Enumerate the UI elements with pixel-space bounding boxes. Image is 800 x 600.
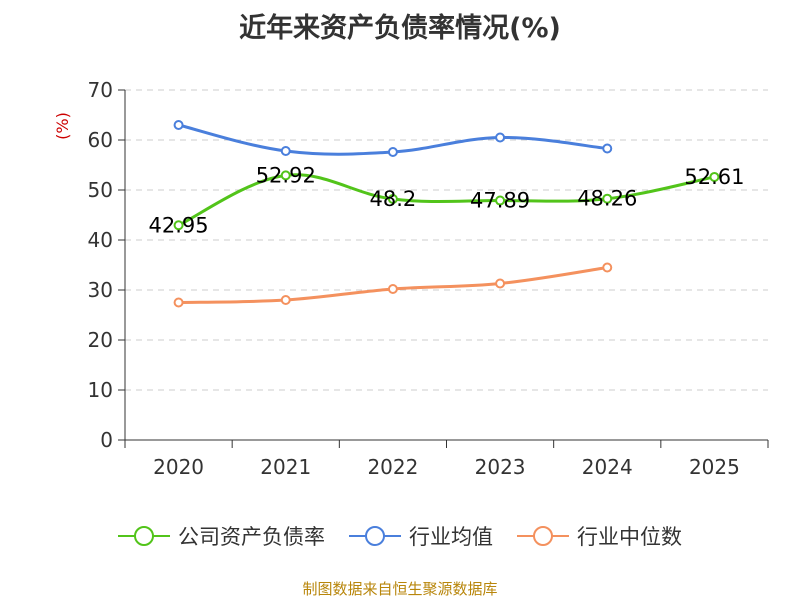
data-label: 42.95 [149, 213, 209, 237]
y-tick-label: 70 [88, 78, 113, 102]
x-tick-label: 2021 [260, 455, 311, 479]
legend-swatch [118, 526, 170, 546]
data-point[interactable] [280, 146, 291, 156]
chart-title: 近年来资产负债率情况(%) [239, 13, 561, 44]
data-point[interactable] [602, 193, 613, 204]
legend: 公司资产负债率 行业均值 行业中位数 [0, 521, 800, 551]
x-tick-label: 2024 [582, 455, 633, 479]
y-tick-label: 20 [88, 328, 113, 352]
data-point[interactable] [495, 132, 506, 143]
legend-item-1[interactable]: 公司资产负债率 [118, 521, 325, 551]
data-point[interactable] [173, 297, 184, 308]
y-tick-label: 50 [88, 178, 113, 202]
data-point[interactable] [387, 147, 398, 157]
legend-swatch [349, 526, 401, 546]
data-point[interactable] [495, 278, 506, 289]
legend-label: 行业均值 [409, 525, 493, 549]
data-labels: 42.95 52.92 48.2 47.89 48.26 52.61 [149, 163, 745, 237]
legend-item-2[interactable]: 行业均值 [349, 521, 493, 551]
data-point[interactable] [173, 220, 184, 231]
data-point[interactable] [602, 143, 613, 154]
source-note: 制图数据来自恒生聚源数据库 [302, 580, 498, 598]
y-tick-label: 0 [100, 428, 113, 452]
data-point[interactable] [280, 170, 291, 181]
y-tick-label: 40 [88, 228, 113, 252]
data-label: 52.92 [256, 163, 316, 187]
x-tick-label: 2020 [153, 455, 204, 479]
grid-lines [125, 89, 768, 391]
x-tick-label: 2022 [367, 455, 418, 479]
legend-item-3[interactable]: 行业中位数 [517, 521, 682, 551]
data-label: 48.2 [370, 187, 417, 211]
data-point[interactable] [387, 284, 398, 294]
y-tick-label: 30 [88, 278, 113, 302]
axes: 0 10 20 30 40 50 60 70 (%) 2020 2021 2022 2023 2024 20… [53, 78, 769, 479]
series-line-1 [177, 173, 715, 227]
data-point[interactable] [387, 194, 398, 204]
data-point[interactable] [709, 171, 720, 182]
y-tick-label: 10 [88, 378, 113, 402]
legend-swatch [517, 526, 569, 546]
data-label: 47.89 [470, 189, 530, 213]
legend-label: 公司资产负债率 [178, 525, 325, 549]
data-label: 52.61 [684, 165, 744, 189]
data-point[interactable] [280, 295, 291, 305]
series-lines [173, 120, 720, 308]
data-point[interactable] [495, 195, 506, 206]
x-tick-label: 2023 [475, 455, 526, 479]
data-point[interactable] [173, 120, 184, 130]
y-axis-label: (%) [53, 112, 72, 140]
data-label: 48.26 [577, 187, 637, 211]
data-point[interactable] [602, 262, 613, 273]
x-tick-label: 2025 [689, 455, 740, 479]
legend-label: 行业中位数 [577, 525, 682, 549]
y-tick-label: 60 [88, 128, 113, 152]
